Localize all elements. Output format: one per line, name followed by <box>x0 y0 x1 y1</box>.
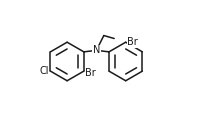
Text: N: N <box>93 45 100 55</box>
Text: Br: Br <box>127 37 138 47</box>
Text: Cl: Cl <box>39 66 49 76</box>
Text: Br: Br <box>85 68 96 78</box>
